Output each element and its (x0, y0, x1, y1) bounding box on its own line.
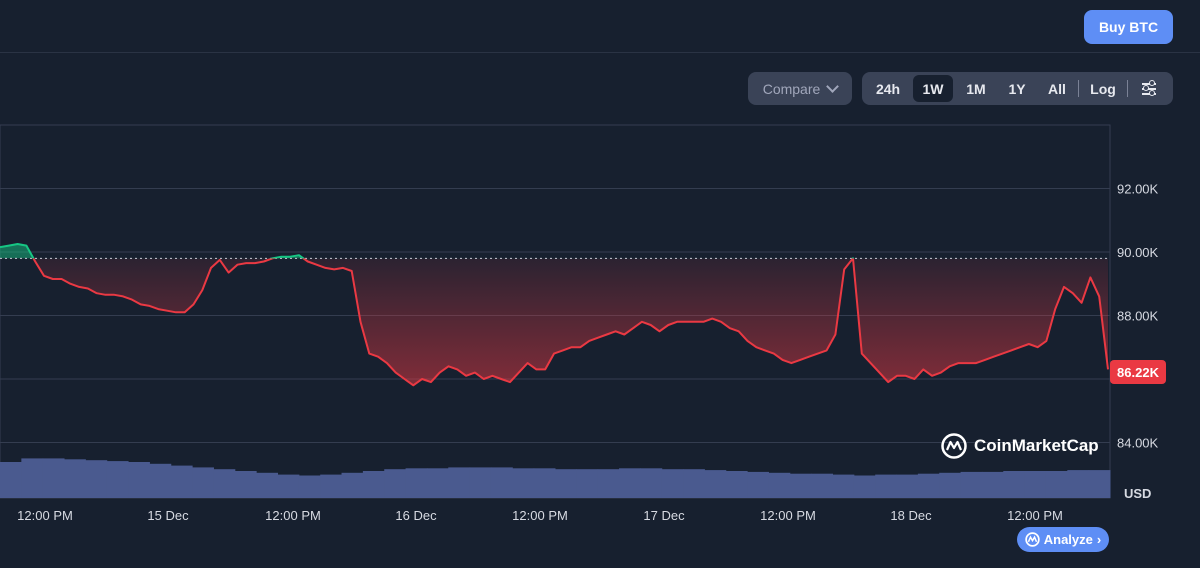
volume-bar (1045, 471, 1068, 498)
buy-btc-button[interactable]: Buy BTC (1084, 10, 1173, 44)
x-tick-label: 12:00 PM (1007, 508, 1063, 523)
y-tick-label: 90.00K (1117, 245, 1159, 260)
coinmarketcap-logo-icon (941, 433, 967, 459)
x-tick-label: 18 Dec (890, 508, 932, 523)
loss-area (0, 258, 1108, 386)
volume-bar (234, 471, 257, 498)
volume-bar (320, 474, 343, 498)
volume-bar (512, 468, 535, 498)
volume-bar (789, 473, 812, 498)
volume-bar (170, 465, 193, 498)
unit-label: USD (1124, 486, 1151, 501)
volume-bar (939, 472, 962, 498)
x-tick-label: 12:00 PM (17, 508, 73, 523)
volume-bar (1003, 471, 1026, 498)
volume-bar (384, 469, 407, 498)
volume-bar (128, 462, 150, 498)
volume-bar (21, 458, 44, 498)
volume-bar (875, 474, 898, 498)
volume-bar (426, 468, 449, 498)
brand-name: CoinMarketCap (974, 436, 1099, 455)
volume-bar (917, 473, 940, 498)
volume-bar (298, 475, 321, 498)
price-line (0, 243, 1109, 387)
top-bar: Buy BTC (0, 0, 1200, 53)
volume-bar (576, 469, 599, 498)
log-scale-button[interactable]: Log (1090, 80, 1116, 97)
x-tick-label: 12:00 PM (265, 508, 321, 523)
divider (1078, 80, 1079, 97)
coinmarketcap-logo-icon (1025, 532, 1040, 547)
volume-bar (960, 471, 983, 498)
divider (1127, 80, 1128, 97)
analyze-label: Analyze (1043, 532, 1093, 547)
volume-bar (256, 472, 278, 498)
volume-bar (725, 471, 748, 498)
volume-bar (469, 467, 492, 498)
volume-bar (533, 468, 556, 498)
volume-bar (811, 473, 833, 498)
volume-bar (640, 468, 663, 498)
volume-bar (106, 461, 129, 498)
y-tick-label: 84.00K (1117, 435, 1159, 450)
volume-bar (42, 458, 65, 498)
volume-bar (277, 474, 300, 498)
chevron-right-icon: › (1096, 532, 1102, 547)
volume-bar (661, 469, 684, 498)
volume-bar (1088, 470, 1111, 498)
volume-bars (0, 458, 1111, 498)
volume-bar (490, 467, 513, 498)
range-24h-button[interactable]: 24h (875, 80, 901, 97)
volume-bar (448, 467, 471, 498)
volume-bar (213, 469, 236, 498)
range-1m-button[interactable]: 1M (966, 80, 986, 97)
x-tick-label: 17 Dec (643, 508, 685, 523)
volume-bar (981, 471, 1004, 498)
current-price-tag: 86.22K (1110, 360, 1166, 384)
volume-bar (832, 474, 855, 498)
volume-bar (1067, 470, 1090, 498)
x-axis-labels: 12:00 PM 15 Dec 12:00 PM 16 Dec 12:00 PM 17 D… (17, 508, 1063, 523)
volume-bar (64, 459, 86, 498)
range-all-button[interactable]: All (1048, 80, 1066, 97)
x-tick-label: 12:00 PM (512, 508, 568, 523)
volume-bar (341, 472, 364, 498)
volume-bar (555, 469, 577, 498)
range-1w-button[interactable]: 1W (913, 75, 953, 102)
volume-bar (853, 475, 876, 498)
brand-watermark: CoinMarketCap (941, 433, 1099, 459)
y-tick-label: 92.00K (1117, 181, 1159, 196)
x-tick-label: 15 Dec (147, 508, 189, 523)
compare-dropdown[interactable]: Compare (748, 72, 852, 105)
volume-bar (149, 463, 172, 498)
volume-bar (747, 471, 769, 498)
volume-bar (704, 470, 727, 498)
volume-bar (85, 460, 108, 498)
y-axis-labels: 92.00K 90.00K 88.00K 84.00K (1117, 181, 1159, 450)
volume-bar (0, 462, 22, 498)
area-fill (0, 244, 1108, 386)
x-tick-label: 12:00 PM (760, 508, 816, 523)
volume-bar (619, 468, 641, 498)
volume-bar (683, 469, 705, 498)
range-1y-button[interactable]: 1Y (1008, 80, 1026, 97)
volume-bar (768, 472, 791, 498)
volume-bar (896, 474, 919, 498)
volume-bar (1024, 471, 1047, 498)
volume-bar (405, 468, 428, 498)
price-line-below (32, 258, 1109, 387)
analyze-button[interactable]: Analyze › (1017, 527, 1109, 552)
settings-sliders-icon[interactable] (1140, 80, 1158, 97)
x-tick-label: 16 Dec (395, 508, 437, 523)
volume-bar (192, 467, 214, 498)
y-tick-label: 88.00K (1117, 308, 1159, 323)
volume-bar (597, 469, 620, 498)
time-range-selector: 24h 1W 1M 1Y All Log (862, 72, 1173, 105)
volume-bar (362, 471, 385, 498)
compare-label: Compare (762, 80, 821, 97)
